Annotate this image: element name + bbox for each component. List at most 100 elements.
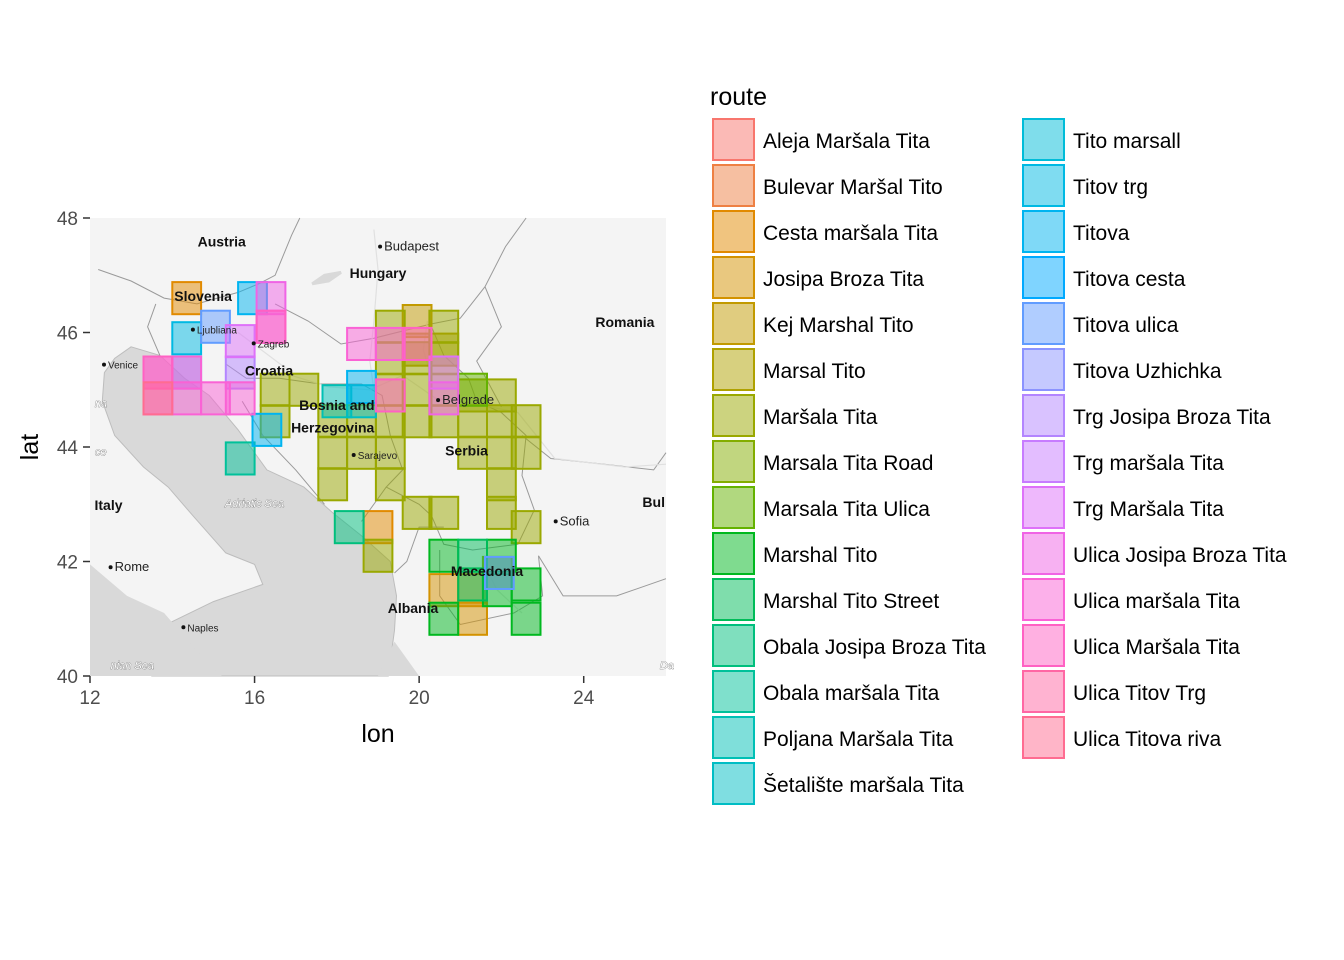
legend-label-kej-marshal-tito: Kej Marshal Tito (763, 314, 914, 337)
legend-label-marsala-tita: Maršala Tita (763, 406, 878, 429)
cell-ulica-marsala-tita-0 (374, 378, 406, 413)
legend-item-tito-marsall: Tito marsall (1022, 118, 1181, 161)
legend-item-marsala-tita-road: Marsala Tita Road (712, 440, 933, 483)
country-label-7: Serbia (445, 443, 488, 459)
legend-item-marsal-tito: Marsal Tito (712, 348, 866, 391)
city-label-1: Ljubliana (197, 326, 237, 337)
country-label-6: Herzegovina (291, 420, 374, 436)
ionian-sea-shape (378, 641, 420, 676)
series-marsala-tita (259, 309, 542, 591)
legend-key-obala-marsala-tita (712, 670, 755, 713)
series-ulica-marsala-tita (142, 309, 433, 413)
cell-ulica-titova-riva-0 (142, 381, 174, 416)
country-label-9: Albania (388, 600, 439, 616)
city-label-5: Sarajevo (358, 451, 398, 462)
legend-key-cesta-marsala-tita (712, 210, 755, 253)
cell-trg-marsala-tita-0 (224, 324, 256, 359)
route-cells (142, 281, 542, 636)
city-label-7: Rome (115, 559, 150, 574)
series-marshal-tito-street (457, 538, 489, 602)
city-dot-6 (553, 519, 558, 524)
legend-item-titova: Titova (1022, 210, 1130, 253)
country-label-0: Austria (198, 234, 246, 250)
city-dot-8 (181, 625, 186, 630)
country-label-11: Bul (642, 494, 665, 510)
legend-label-setaliste-marsala-tita: Šetalište maršala Tita (763, 774, 964, 797)
cell-ulica-marsala-tita-5 (224, 381, 256, 416)
legend-label-titova-uzhichka: Titova Uzhichka (1073, 360, 1222, 383)
legend-key-trg-josipa-broza-tita (1022, 394, 1065, 437)
legend-label-ulica-titov-trg: Ulica Titov Trg (1073, 682, 1206, 705)
legend-label-aleja-marsala-tita: Aleja Maršala Tita (763, 130, 930, 153)
city-dot-3 (102, 362, 106, 367)
legend-label-ulica-josipa-broza-tita: Ulica Josipa Broza Tita (1073, 544, 1287, 567)
cell-cesta-marsala-tita-1 (362, 510, 394, 545)
cell-marsala-tita-17 (317, 467, 349, 502)
legend-key-tito-marsall (1022, 118, 1065, 161)
legend-key-trg-marsala-tita (1022, 486, 1065, 529)
legend-key-obala-josipa-broza-tita (712, 624, 755, 667)
cell-titov-trg-0 (171, 321, 203, 356)
cell-ulica-marsala-tita-1 (401, 326, 433, 361)
cell-marsala-tita-6 (401, 404, 433, 439)
legend-key-setaliste-marsala-tita (712, 762, 755, 805)
legend-key-marsala-tita-ulica (712, 486, 755, 529)
series-ulica-titova-riva (142, 381, 174, 416)
cell-ulica-marsala-tita-3 (171, 381, 203, 416)
country-label-4: Croatia (245, 362, 293, 378)
cell-marsala-tita-18 (374, 467, 406, 502)
series-marsala-tita-ulica (457, 372, 489, 407)
legend-label-tito-marsall: Tito marsall (1073, 130, 1181, 153)
legend-key-trg-marsala-tita (1022, 440, 1065, 483)
legend-key-titova (1022, 210, 1065, 253)
legend-label-trg-marsala-tita: Trg maršala Tita (1073, 452, 1224, 475)
cell-titova-2 (251, 412, 283, 447)
x-tick-label-1: 16 (244, 688, 265, 709)
city-dot-0 (378, 244, 383, 249)
legend-label-trg-marsala-tita: Trg Maršala Tita (1073, 498, 1224, 521)
cell-marshal-tito-0 (428, 538, 460, 573)
legend-item-titova-cesta: Titova cesta (1022, 256, 1186, 299)
legend-label-marsal-tito: Marsal Tito (763, 360, 866, 383)
legend-item-kej-marshal-tito: Kej Marshal Tito (712, 302, 914, 345)
legend-item-marshal-tito: Marshal Tito (712, 532, 877, 575)
legend-item-titova-uzhichka: Titova Uzhichka (1022, 348, 1222, 391)
cell-marsala-tita-23 (510, 510, 542, 545)
border-line-9 (538, 555, 667, 597)
series-titov-trg (171, 321, 203, 356)
legend-key-marshal-tito-street (712, 578, 755, 621)
legend-key-marsala-tita (712, 394, 755, 437)
legend-item-trg-marsala-tita: Trg maršala Tita (1022, 440, 1224, 483)
sea-label-0: Adriatic Sea (224, 498, 284, 510)
legend-item-marsala-tita: Maršala Tita (712, 394, 878, 437)
city-label-2: Zagreb (258, 339, 290, 350)
country-label-1: Hungary (350, 265, 407, 281)
cell-marsala-tita-1 (259, 372, 291, 407)
city-label-4: Belgrade (442, 392, 494, 407)
y-tick-label-3: 46 (57, 324, 78, 345)
legend-item-marsala-tita-ulica: Marsala Tita Ulica (712, 486, 930, 529)
cell-marsala-tita-32 (428, 309, 460, 344)
sea-label-4: Da (660, 660, 674, 672)
legend-label-marshal-tito-street: Marshal Tito Street (763, 590, 939, 613)
legend-item-aleja-marsala-tita: Aleja Maršala Tita (712, 118, 930, 161)
legend-key-josipa-broza-tita (712, 256, 755, 299)
legend-label-obala-josipa-broza-tita: Obala Josipa Broza Tita (763, 636, 986, 659)
country-label-2: Romania (595, 314, 654, 330)
city-label-6: Sofia (560, 513, 590, 528)
legend-title: route (710, 83, 767, 111)
legend-label-marshal-tito: Marshal Tito (763, 544, 877, 567)
series-marshal-tito (428, 538, 542, 636)
legend-label-trg-josipa-broza-tita: Trg Josipa Broza Tita (1073, 406, 1271, 429)
legend-key-marshal-tito (712, 532, 755, 575)
legend: route Aleja Maršala Tita Bulevar Maršal Ti… (710, 83, 1287, 805)
x-tick-label-3: 24 (573, 688, 595, 709)
legend-key-ulica-marsala-tita (1022, 624, 1065, 667)
legend-label-josipa-broza-tita: Josipa Broza Tita (763, 268, 924, 291)
legend-key-titova-ulica (1022, 302, 1065, 345)
y-tick-label-1: 42 (57, 553, 78, 574)
legend-key-ulica-titov-trg (1022, 670, 1065, 713)
axes: 12 16 20 24 40 42 44 46 48 lon lat (16, 209, 595, 748)
cell-marsala-tita-ulica-0 (457, 372, 489, 407)
cell-marsala-tita-16 (510, 435, 542, 470)
